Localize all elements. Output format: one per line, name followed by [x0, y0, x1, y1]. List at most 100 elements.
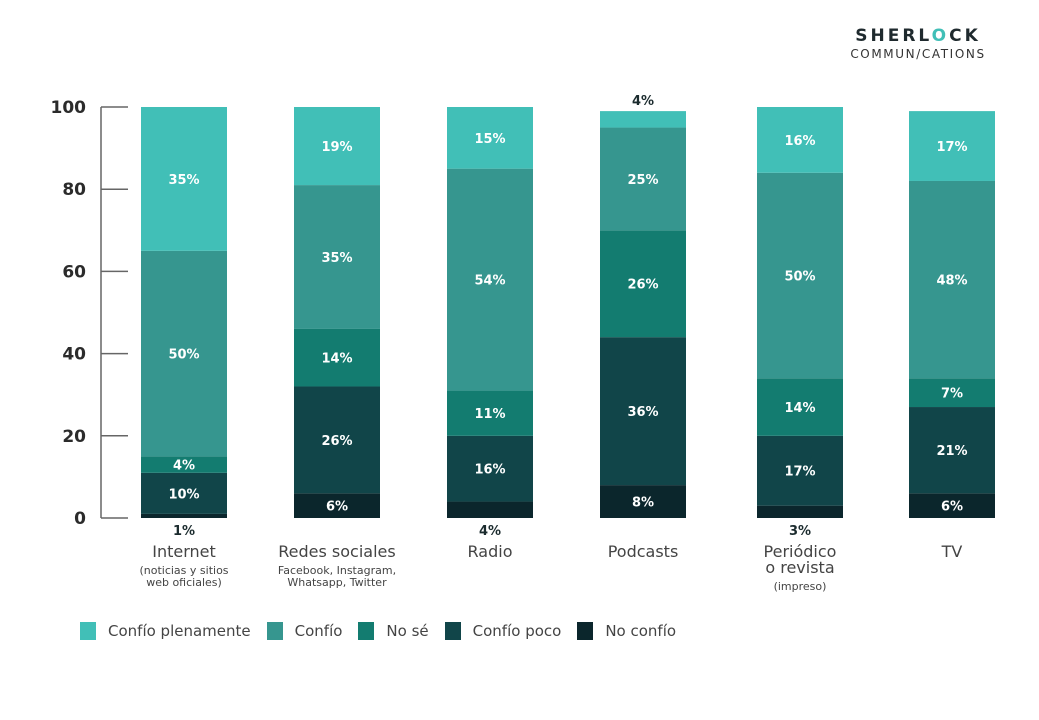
data-label: 6%	[941, 500, 963, 515]
data-label: 26%	[321, 434, 352, 449]
legend-swatch	[80, 622, 96, 640]
legend-label: No confío	[605, 622, 677, 640]
data-label: 50%	[784, 270, 815, 285]
legend-label: Confío poco	[472, 622, 562, 640]
data-label: 14%	[321, 352, 352, 367]
data-label: 11%	[474, 407, 505, 422]
data-label: 4%	[632, 94, 654, 109]
y-tick-label: 40	[62, 345, 86, 365]
legend-label: No sé	[386, 622, 429, 640]
x-category-sublabel: Facebook, Instagram,	[278, 564, 396, 577]
sherlock-communications-logo: SHERLOCK COMMUN/CATIONS	[833, 26, 1003, 62]
bar-segment	[141, 472, 227, 514]
bar-segment	[757, 505, 843, 518]
data-label: 25%	[627, 173, 658, 188]
bar-segment	[909, 407, 995, 494]
x-category-sublabel: web oficiales)	[146, 576, 222, 589]
x-category-label: Podcasts	[608, 542, 679, 561]
x-category-sublabel: (impreso)	[774, 580, 827, 593]
data-label: 50%	[168, 348, 199, 363]
logo-slash: /	[916, 47, 922, 61]
data-label: 7%	[941, 387, 963, 402]
bar-segment	[294, 386, 380, 494]
bar-segment	[600, 230, 686, 338]
y-tick-label: 0	[74, 509, 86, 529]
bar-segment	[447, 390, 533, 436]
data-label: 48%	[936, 274, 967, 289]
chart-legend: Confío plenamente Confío No sé Confío poco N…	[80, 622, 692, 640]
data-label: 19%	[321, 140, 352, 155]
bar-segment	[909, 180, 995, 379]
legend-swatch	[358, 622, 375, 640]
bar-segment	[141, 513, 227, 518]
x-category-sublabel: (noticias y sitios	[139, 564, 228, 577]
data-label: 36%	[627, 405, 658, 420]
bar-segment	[141, 107, 227, 251]
bar-segment	[447, 107, 533, 169]
bar-segment	[757, 172, 843, 379]
data-label: 15%	[474, 132, 505, 147]
bar-segment	[294, 107, 380, 186]
legend-swatch	[577, 622, 594, 640]
bar-segment	[294, 493, 380, 518]
logo-text: COMMUN	[850, 47, 917, 61]
x-category-label: Internet	[152, 542, 216, 561]
logo-text: CATIONS	[921, 47, 986, 61]
bar-segment	[447, 435, 533, 502]
legend-item: Confío	[266, 622, 343, 640]
data-label: 26%	[627, 278, 658, 293]
data-label: 17%	[784, 465, 815, 480]
bar-segment	[909, 378, 995, 408]
data-label: 4%	[479, 524, 501, 539]
x-category-label: Redes sociales	[278, 542, 395, 561]
y-tick-label: 100	[51, 98, 87, 118]
bar-segment	[447, 168, 533, 391]
x-category-sublabel: Whatsapp, Twitter	[287, 576, 387, 589]
x-category-label: TV	[941, 542, 963, 561]
legend-label: Confío plenamente	[108, 622, 251, 640]
bar-segment	[600, 485, 686, 518]
data-label: 35%	[321, 251, 352, 266]
data-label: 10%	[168, 487, 199, 502]
magnifier-icon: O	[931, 26, 950, 46]
data-label: 16%	[784, 134, 815, 149]
bar-segment	[757, 107, 843, 173]
y-tick-label: 20	[62, 427, 86, 447]
x-category-label: o revista	[765, 558, 834, 577]
bar-segment	[141, 456, 227, 473]
data-label: 16%	[474, 463, 505, 478]
bar-segment	[600, 127, 686, 231]
data-label: 17%	[936, 140, 967, 155]
data-label: 4%	[173, 459, 195, 474]
logo-line-2: COMMUN/CATIONS	[833, 46, 1003, 62]
data-label: 8%	[632, 496, 654, 511]
data-label: 21%	[936, 444, 967, 459]
bar-segment	[909, 493, 995, 518]
data-label: 54%	[474, 274, 505, 289]
logo-text: CK	[949, 26, 981, 46]
stacked-bar-chart: 0 20 40 60 80 100 1% 10% 4% 50% 35% Internet (notici…	[51, 94, 995, 593]
legend-item: Confío plenamente	[80, 622, 251, 640]
bar-segment	[909, 111, 995, 181]
legend-swatch	[444, 622, 461, 640]
data-label: 1%	[173, 524, 195, 539]
data-label: 14%	[784, 401, 815, 416]
legend-item: Confío poco	[444, 622, 562, 640]
bar-segment	[757, 378, 843, 436]
legend-item: No confío	[577, 622, 676, 640]
logo-text: SHERL	[855, 26, 932, 46]
bar-segment	[757, 435, 843, 506]
data-label: 6%	[326, 500, 348, 515]
legend-label: Confío	[294, 622, 343, 640]
data-label: 3%	[789, 524, 811, 539]
y-tick-label: 80	[62, 180, 86, 200]
logo-line-1: SHERLOCK	[833, 26, 1003, 46]
bar-segment	[600, 337, 686, 486]
legend-item: No sé	[358, 622, 429, 640]
legend-swatch	[266, 622, 283, 640]
bar-segment	[141, 250, 227, 457]
bar-segment	[600, 111, 686, 128]
y-tick-label: 60	[62, 262, 86, 282]
data-label: 35%	[168, 173, 199, 188]
bar-segment	[447, 501, 533, 518]
